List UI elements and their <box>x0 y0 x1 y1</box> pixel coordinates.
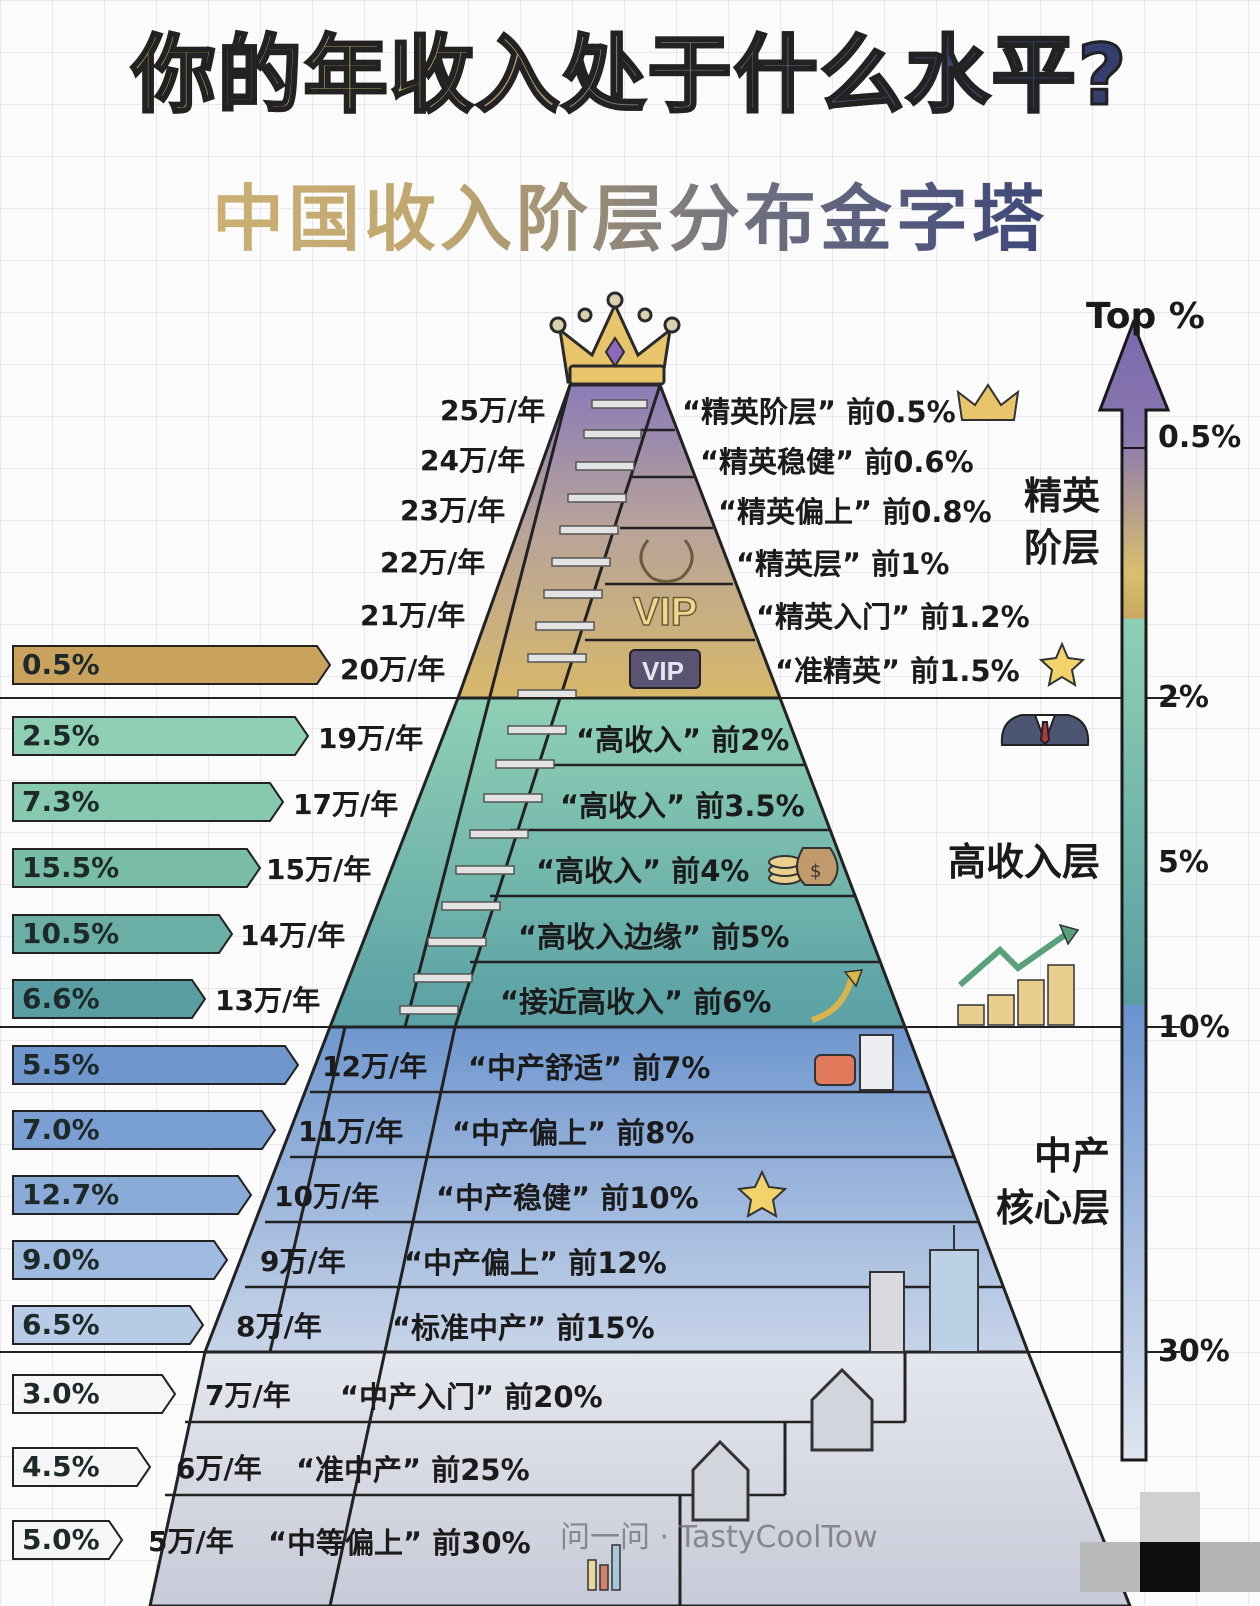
section-elite: 精英 阶层 <box>1023 474 1100 570</box>
crown-icon <box>549 291 681 386</box>
axis-tick: 30% <box>1158 1334 1230 1369</box>
svg-text:VIP: VIP <box>642 656 684 686</box>
building-icon <box>859 1034 894 1091</box>
tier-label: “精英入门” 前1.2% <box>756 600 1030 634</box>
star-icon <box>736 1169 788 1218</box>
tier-label: “精英稳健” 前0.6% <box>700 445 974 479</box>
tier-label: “高收入” 前4% <box>536 854 750 888</box>
watermark: 问一问 · TastyCoolTow <box>560 1520 878 1555</box>
income-label: 12万/年 <box>322 1050 428 1083</box>
page-subtitle: 中国收入阶层分布金字塔 <box>0 160 1260 265</box>
section-high-income: 高收入层 <box>947 840 1100 884</box>
income-label: 17万/年 <box>293 788 399 821</box>
chart-icon <box>587 1544 621 1591</box>
tier-label: “中产偏上” 前12% <box>404 1246 667 1280</box>
svg-text:VIP: VIP <box>633 590 697 634</box>
income-label: 6万/年 <box>176 1452 262 1485</box>
tier-label: “中产入门” 前20% <box>340 1380 603 1414</box>
house-icon <box>691 1439 750 1522</box>
money-bag-icon: $ <box>768 847 839 886</box>
tier-label: “中产偏上” 前8% <box>452 1116 695 1150</box>
income-label: 14万/年 <box>240 919 346 952</box>
income-label: 19万/年 <box>318 722 424 755</box>
tier-label: “精英层” 前1% <box>736 547 950 581</box>
tier-label: “接近高收入” 前6% <box>500 985 772 1019</box>
income-label: 23万/年 <box>400 494 506 527</box>
axis-title: Top % <box>1086 296 1205 337</box>
income-label: 8万/年 <box>236 1310 322 1343</box>
axis-tick: 10% <box>1158 1010 1230 1045</box>
tier-label: “中等偏上” 前30% <box>268 1526 531 1560</box>
tier-label: “准中产” 前25% <box>296 1453 530 1487</box>
tier-label: “精英阶层” 前0.5% <box>682 395 956 429</box>
tier-label: “高收入边缘” 前5% <box>518 920 790 954</box>
income-label: 7万/年 <box>205 1379 291 1412</box>
tier-label: “准精英” 前1.5% <box>775 654 1020 688</box>
income-label: 9万/年 <box>260 1245 346 1278</box>
svg-text:$: $ <box>810 861 821 882</box>
arrow-up-icon <box>811 974 855 1023</box>
laurel-icon <box>639 539 694 583</box>
tier-label: “高收入” 前2% <box>576 723 790 757</box>
income-label: 11万/年 <box>298 1115 404 1148</box>
axis-tick: 2% <box>1158 680 1209 715</box>
page-title: 你的年收入处于什么水平? <box>0 8 1260 129</box>
building-icon <box>869 1225 979 1353</box>
income-label: 10万/年 <box>274 1180 380 1213</box>
tier-label: “中产舒适” 前7% <box>468 1051 711 1085</box>
sofa-icon <box>814 1054 856 1086</box>
income-label: 15万/年 <box>266 853 372 886</box>
income-label: 22万/年 <box>380 546 486 579</box>
income-label: 25万/年 <box>440 394 546 427</box>
tier-label: “标准中产” 前15% <box>392 1311 655 1345</box>
axis-tick: 0.5% <box>1158 420 1242 455</box>
tier-label: “精英偏上” 前0.8% <box>718 495 992 529</box>
small-crown-icon <box>956 383 1020 421</box>
income-label: 21万/年 <box>360 599 466 632</box>
tier-label: “中产稳健” 前10% <box>436 1181 699 1215</box>
top-percent-arrow <box>1097 318 1171 1462</box>
growth-chart-icon <box>957 923 1080 1026</box>
income-label: 20万/年 <box>340 653 446 686</box>
star-icon <box>1038 641 1086 688</box>
income-label: 13万/年 <box>215 984 321 1017</box>
income-label: 5万/年 <box>148 1525 234 1558</box>
income-label: 24万/年 <box>420 444 526 477</box>
suit-icon <box>1000 714 1090 746</box>
tier-label: “高收入” 前3.5% <box>560 789 805 823</box>
axis-tick: 5% <box>1158 845 1209 880</box>
section-middle-core: 中产 核心层 <box>995 1134 1110 1230</box>
house-icon <box>810 1367 874 1452</box>
